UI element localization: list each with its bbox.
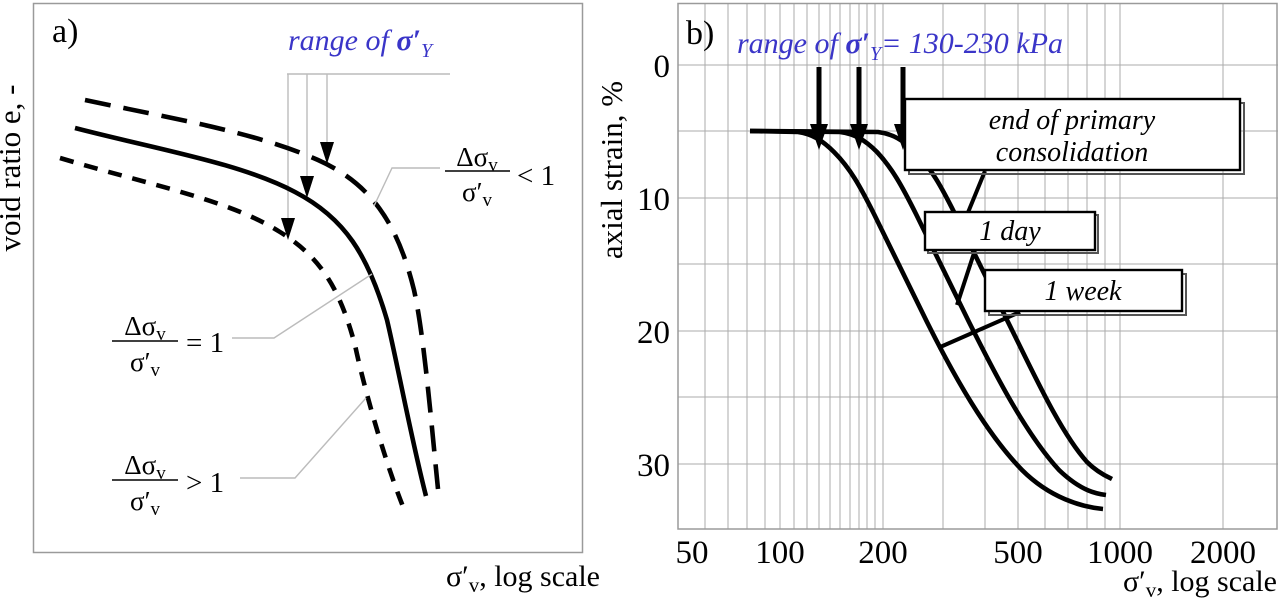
panel-b-label: b) <box>686 15 714 52</box>
leader-1-day <box>955 249 977 306</box>
x-tick-500: 500 <box>993 535 1043 571</box>
callout-eop-line2: consolidation <box>996 137 1148 168</box>
denominator-sub: v <box>150 499 160 520</box>
x-tick-2000: 2000 <box>1190 535 1256 571</box>
panel-a: void ratio e, - a) range of σ′Y Δσ <box>0 2 600 597</box>
callout-1-day-label: 1 day <box>979 216 1041 247</box>
curve-delta-lt-1-long-dash <box>84 97 441 490</box>
callout-1-week-label: 1 week <box>1045 276 1123 307</box>
panel-a-x-axis-title: σ′v, log scale <box>446 560 600 597</box>
annotation-sigma: σ′ <box>845 27 870 60</box>
arrow-head-icon <box>850 124 868 150</box>
x-title-sigma: σ′ <box>446 560 469 593</box>
x-title-rest: , log scale <box>479 560 600 593</box>
annotation-sigma: σ′ <box>396 24 421 57</box>
x-title-sub: v <box>1146 578 1157 602</box>
panel-a-yield-arrowheads <box>281 142 334 240</box>
x-tick-100: 100 <box>755 535 805 571</box>
x-title-sub: v <box>469 573 480 597</box>
denominator-main: σ′ <box>462 177 482 207</box>
curve-1-day <box>749 128 1107 498</box>
x-title-rest: , log scale <box>1156 565 1277 598</box>
arrow-head-icon <box>300 176 314 198</box>
x-tick-200: 200 <box>858 535 908 571</box>
yield-arrows <box>810 67 912 150</box>
callout-eop-line1: end of primary <box>989 105 1156 136</box>
arrow-head-icon <box>320 142 334 164</box>
denominator-sub: v <box>150 360 160 381</box>
x-tick-1000: 1000 <box>1087 535 1153 571</box>
panel-a-annotation: range of σ′Y <box>288 24 434 62</box>
fraction-denominator: σ′v <box>130 347 160 381</box>
y-tick-10: 10 <box>637 182 670 218</box>
fraction-comparator: = 1 <box>186 327 224 359</box>
y-tick-0: 0 <box>654 49 671 85</box>
curve-1-week <box>749 128 1104 512</box>
leader-gt-1 <box>240 397 367 479</box>
grid-vertical-lines <box>704 3 1224 529</box>
fraction-numerator: Δσv <box>456 142 498 176</box>
x-tick-50: 50 <box>676 535 709 571</box>
numerator-main: Δσ <box>124 450 156 480</box>
leader-1-week <box>937 310 1021 350</box>
panel-b-frame <box>677 2 1278 530</box>
numerator-main: Δσ <box>456 142 488 172</box>
curve-delta-gt-1-short-dash <box>59 155 409 515</box>
panel-b-y-axis-title: axial strain, % <box>594 81 629 259</box>
annotation-sub: Y <box>870 43 883 65</box>
callout-1-day: 1 day <box>923 210 1099 254</box>
x-title-sigma: σ′ <box>1123 565 1146 598</box>
arrow-head-icon <box>281 218 295 240</box>
fraction-label-lt-1: Δσv σ′v < 1 <box>445 142 555 211</box>
annotation-text: range of <box>288 24 396 57</box>
fraction-comparator: < 1 <box>517 160 555 192</box>
leader-eq-1 <box>232 273 373 339</box>
callout-eop: end of primary consolidation <box>903 97 1245 175</box>
numerator-sub: v <box>488 155 498 176</box>
numerator-sub: v <box>156 463 166 484</box>
panel-a-label: a) <box>52 13 78 50</box>
panel-b-x-axis-title: σ′v, log scale <box>1123 565 1277 602</box>
denominator-main: σ′ <box>130 486 150 516</box>
panel-a-yield-range-bracket <box>287 73 450 220</box>
panel-b-annotation: range of σ′Y= 130-230 kPa <box>737 27 1063 65</box>
fraction-numerator: Δσv <box>124 311 166 345</box>
y-tick-30: 30 <box>637 448 670 484</box>
fraction-numerator: Δσv <box>124 450 166 484</box>
denominator-main: σ′ <box>130 347 150 377</box>
arrow-head-icon <box>810 124 828 150</box>
panel-b: axial strain, % b) range of σ′Y= 130-230… <box>594 2 1278 602</box>
numerator-sub: v <box>156 324 166 345</box>
panel-a-y-axis-title: void ratio e, - <box>0 84 27 251</box>
fraction-comparator: > 1 <box>186 467 224 499</box>
numerator-main: Δσ <box>124 311 156 341</box>
annotation-rest: = 130-230 kPa <box>881 27 1063 60</box>
y-tick-20: 20 <box>637 315 670 351</box>
curve-delta-eq-1-solid <box>74 125 429 497</box>
leader-lt-1 <box>373 167 440 207</box>
annotation-sub: Y <box>421 40 434 62</box>
panel-a-frame <box>32 2 584 554</box>
fraction-denominator: σ′v <box>462 177 492 211</box>
fraction-label-eq-1: Δσv σ′v = 1 <box>112 311 224 381</box>
denominator-sub: v <box>482 190 492 211</box>
fraction-denominator: σ′v <box>130 486 160 520</box>
annotation-text: range of <box>737 27 845 60</box>
fraction-label-gt-1: Δσv σ′v > 1 <box>112 450 224 520</box>
callout-1-week: 1 week <box>983 268 1187 316</box>
